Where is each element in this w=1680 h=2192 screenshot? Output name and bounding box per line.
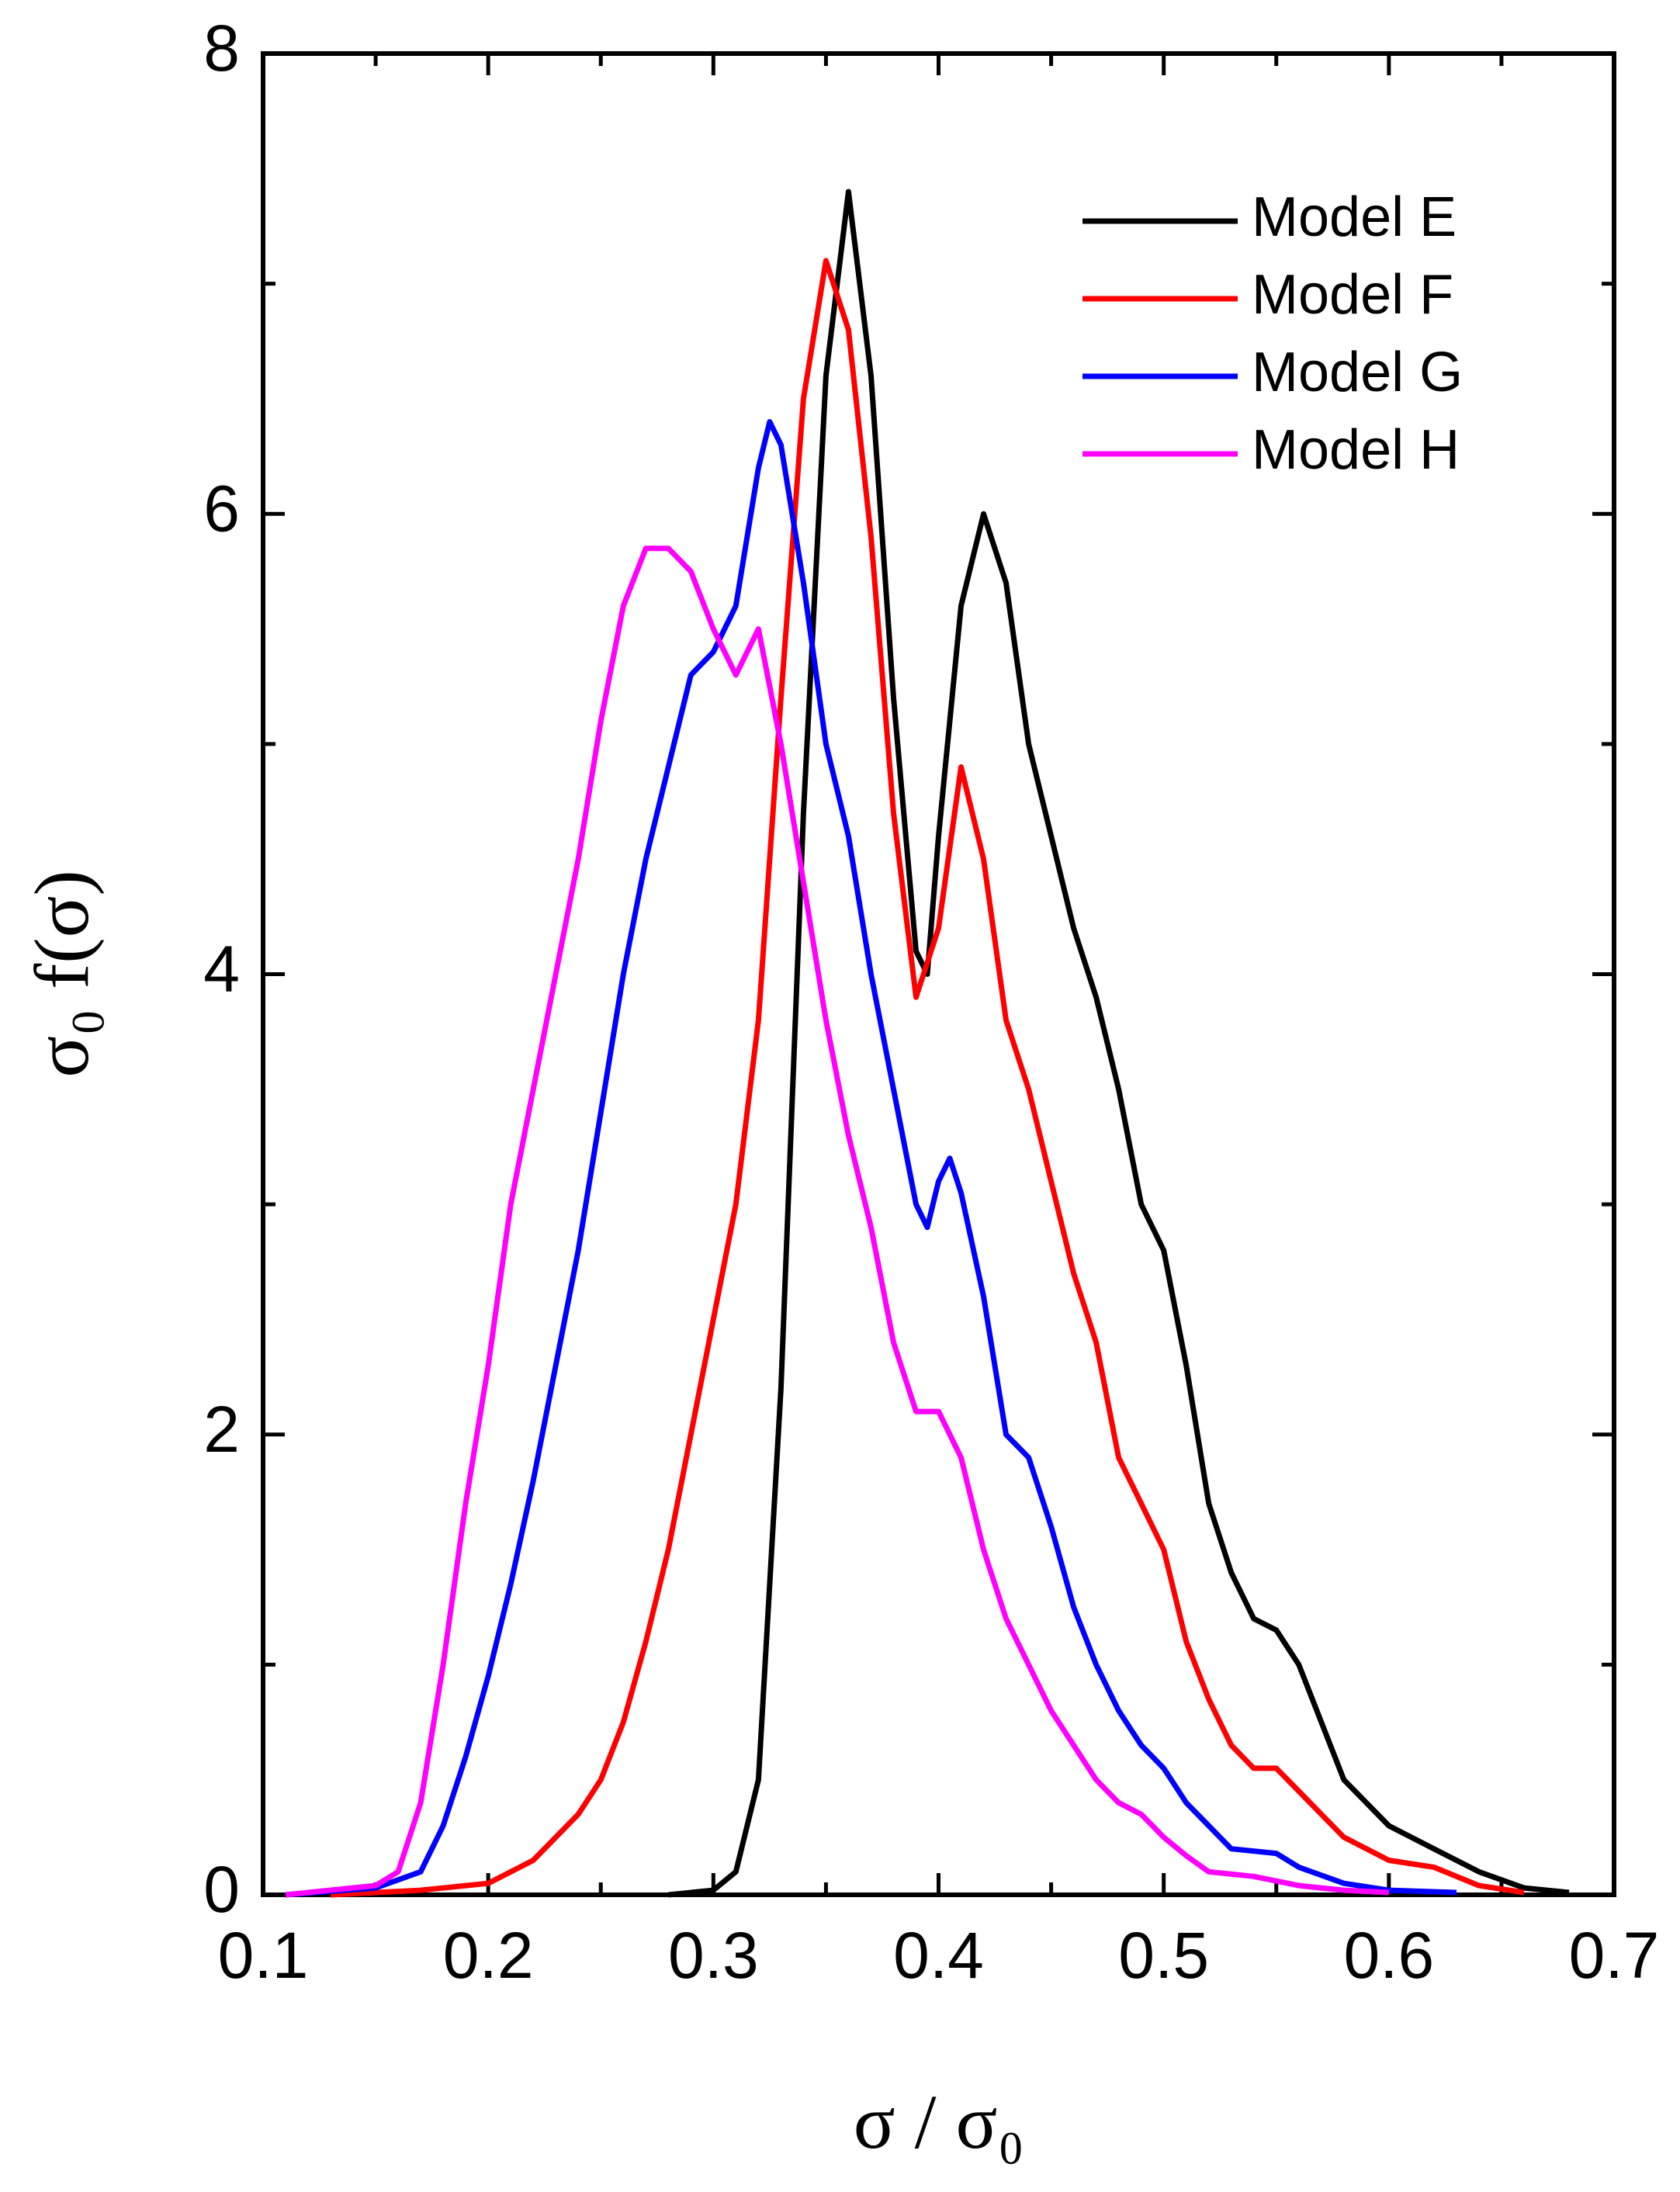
x-tick-label: 0.6 [1343, 1919, 1434, 1992]
legend-label: Model F [1252, 264, 1453, 326]
y-axis-label: σ₀ f(σ) [19, 870, 105, 1078]
series-line [285, 419, 1457, 1898]
legend-label: Model G [1252, 341, 1463, 403]
plot-frame [261, 51, 1616, 1897]
y-tick-label: 8 [203, 12, 240, 85]
x-tick-label: 0.5 [1118, 1919, 1209, 1992]
x-tick-label: 0.1 [218, 1919, 309, 1992]
y-tick-label: 0 [203, 1853, 240, 1926]
legend-label: Model E [1252, 186, 1457, 248]
x-tick-label: 0.4 [893, 1919, 984, 1992]
x-tick-label: 0.2 [443, 1919, 534, 1992]
x-tick-label: 0.7 [1569, 1919, 1660, 1992]
x-tick-label: 0.3 [668, 1919, 759, 1992]
x-axis-label: σ / σ₀ [854, 2079, 1024, 2165]
y-tick-label: 2 [203, 1393, 240, 1466]
y-tick-label: 4 [203, 933, 240, 1006]
series-line [667, 189, 1570, 1898]
series-line [285, 545, 1389, 1898]
y-tick-label: 6 [203, 472, 240, 545]
legend-label: Model H [1252, 419, 1460, 481]
series-line [330, 258, 1525, 1898]
